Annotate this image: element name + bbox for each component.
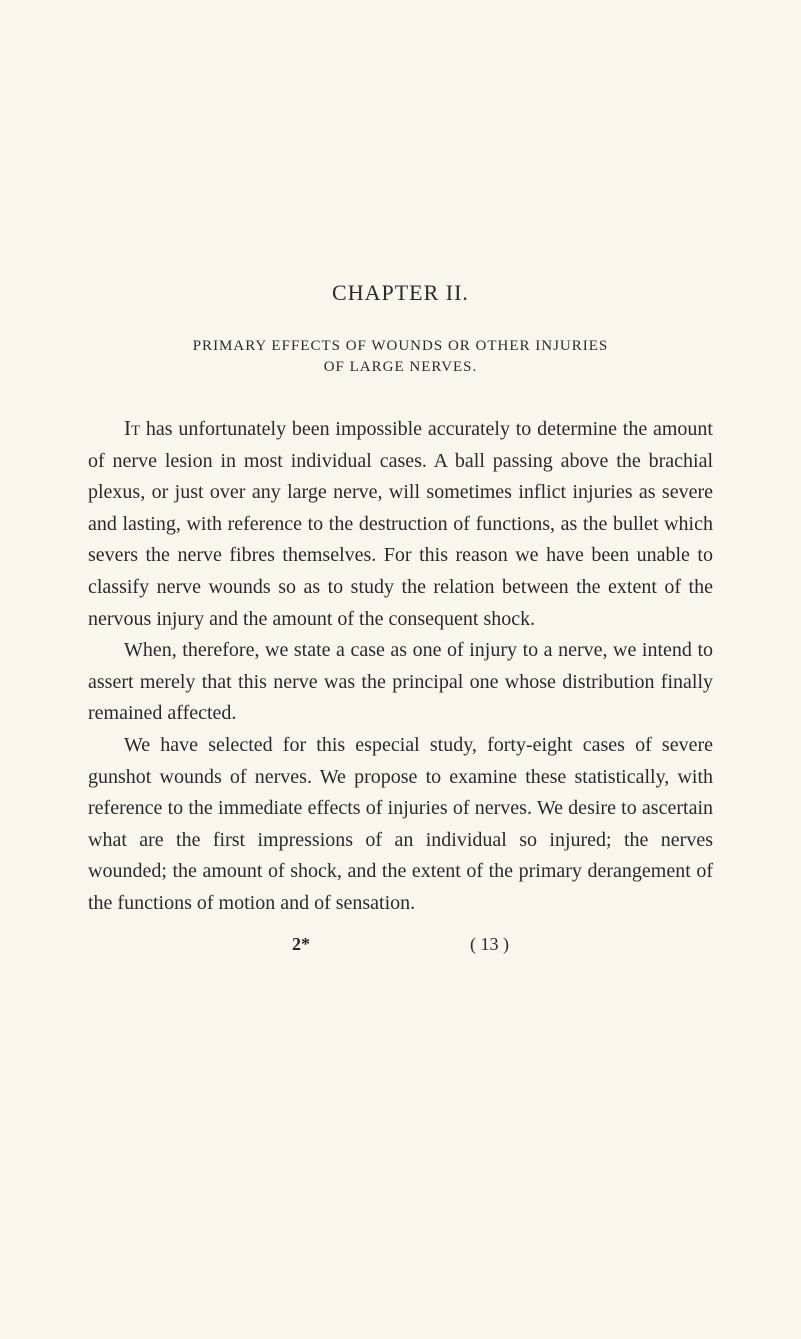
page-footer: 2* ( 13 ) xyxy=(88,934,713,955)
chapter-heading: CHAPTER II. xyxy=(88,280,713,306)
paragraph-opening-word: It xyxy=(124,416,140,440)
body-paragraph-2: When, therefore, we state a case as one … xyxy=(88,635,713,730)
page-number: ( 13 ) xyxy=(470,934,509,955)
paragraph-1-text: has unfortunately been impossible accura… xyxy=(88,418,713,630)
signature-mark: 2* xyxy=(292,934,310,955)
body-paragraph-3: We have selected for this especial study… xyxy=(88,730,713,920)
chapter-subtitle-line1: PRIMARY EFFECTS OF WOUNDS OR OTHER INJUR… xyxy=(88,338,713,355)
body-paragraph-1: It has unfortunately been impossible acc… xyxy=(88,412,713,635)
chapter-subtitle-line2: OF LARGE NERVES. xyxy=(88,359,713,376)
